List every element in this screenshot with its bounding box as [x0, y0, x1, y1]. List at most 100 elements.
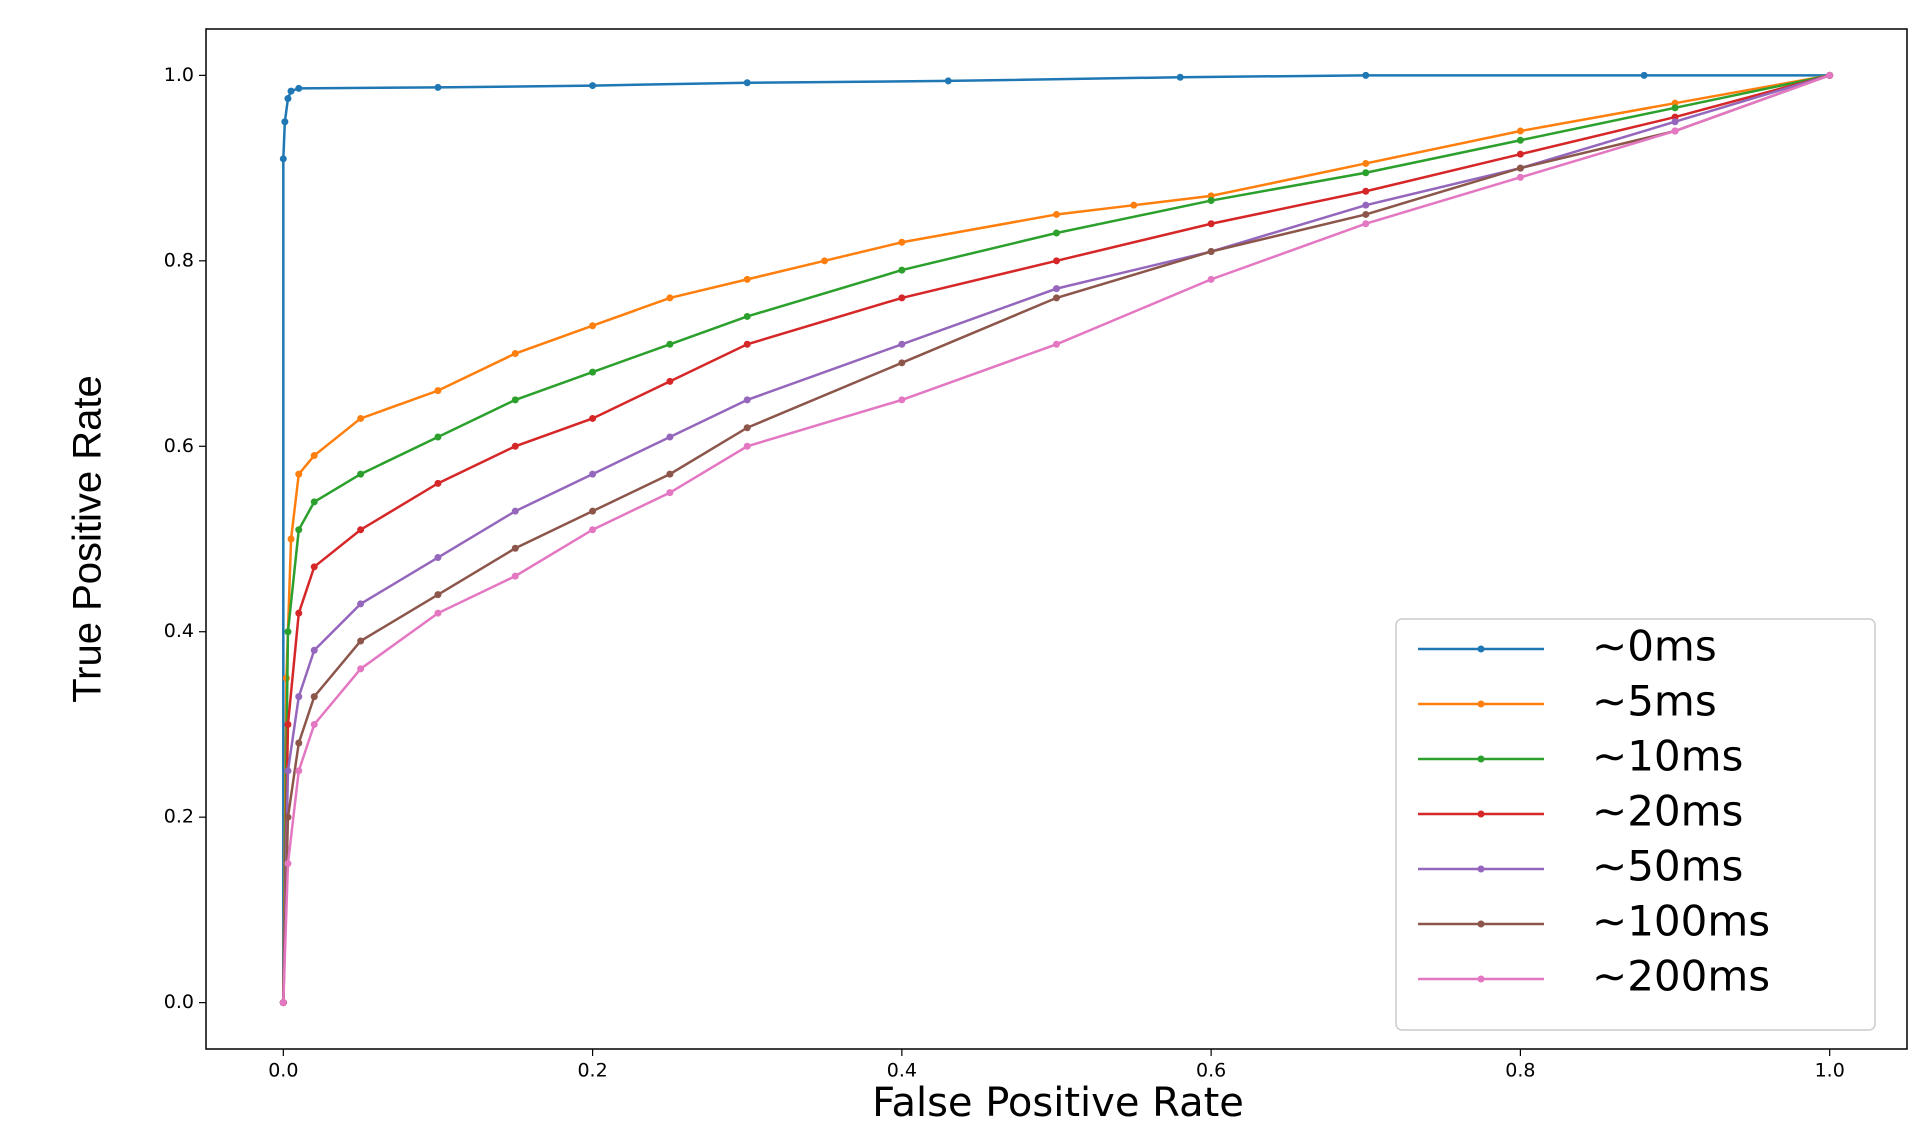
- roc-point: [1207, 197, 1215, 205]
- y-tick-label: 0.2: [164, 806, 194, 828]
- roc-point: [743, 312, 751, 320]
- roc-point: [295, 609, 303, 617]
- x-tick-label: 0.8: [1505, 1060, 1535, 1082]
- roc-line: [282, 74, 1830, 1003]
- roc-point: [434, 591, 442, 599]
- x-tick-label: 1.0: [1815, 1060, 1845, 1082]
- legend-marker: [1477, 975, 1485, 983]
- roc-point: [295, 767, 303, 775]
- legend-marker: [1477, 645, 1485, 653]
- legend-label: ∼5ms: [1592, 677, 1717, 726]
- roc-point: [511, 442, 519, 450]
- roc-point: [898, 340, 906, 348]
- roc-point: [666, 433, 674, 441]
- roc-point: [357, 600, 365, 608]
- roc-point: [1362, 159, 1370, 167]
- roc-point: [589, 470, 597, 478]
- roc-point: [1207, 220, 1215, 228]
- roc-point: [279, 999, 287, 1007]
- roc-point: [898, 294, 906, 302]
- roc-point: [357, 526, 365, 534]
- legend-label: ∼0ms: [1592, 622, 1717, 671]
- legend-label: ∼20ms: [1592, 787, 1743, 836]
- roc-point: [1516, 136, 1524, 144]
- roc-point: [284, 95, 292, 103]
- roc-point: [1053, 210, 1060, 218]
- roc-point: [511, 544, 519, 552]
- roc-point: [1362, 210, 1370, 218]
- y-tick-label: 0.6: [164, 435, 194, 457]
- roc-point: [1207, 275, 1215, 283]
- roc-point: [357, 665, 365, 673]
- roc-point: [511, 507, 519, 515]
- roc-point: [898, 238, 906, 246]
- roc-point: [898, 396, 906, 404]
- legend-marker: [1477, 865, 1485, 873]
- roc-point: [1176, 73, 1184, 81]
- roc-point: [743, 442, 751, 450]
- roc-line: [282, 74, 1830, 1003]
- roc-point: [589, 368, 597, 376]
- y-tick-label: 0.4: [164, 620, 194, 642]
- roc-point: [284, 813, 292, 821]
- roc-point: [310, 720, 318, 728]
- roc-point: [1130, 201, 1138, 209]
- roc-point: [1207, 248, 1215, 256]
- roc-point: [944, 77, 952, 85]
- roc-point: [310, 693, 318, 701]
- legend-label: ∼50ms: [1592, 842, 1743, 891]
- y-tick-label: 1.0: [164, 64, 194, 86]
- roc-point: [821, 257, 829, 265]
- roc-point: [1671, 104, 1679, 112]
- x-axis-label: False Positive Rate: [872, 1080, 1244, 1126]
- roc-point: [287, 87, 295, 95]
- x-tick-label: 0.4: [887, 1060, 917, 1082]
- roc-point: [511, 350, 519, 358]
- roc-point: [284, 628, 292, 636]
- legend-marker: [1477, 920, 1485, 928]
- roc-point: [1516, 164, 1524, 172]
- roc-point: [295, 84, 303, 92]
- roc-point: [666, 470, 674, 478]
- roc-point: [589, 507, 597, 515]
- roc-point: [1516, 173, 1524, 181]
- roc-point: [310, 646, 318, 654]
- roc-point: [357, 414, 365, 422]
- plot-frame: [205, 28, 1908, 1050]
- roc-point: [357, 470, 365, 478]
- roc-point: [434, 554, 442, 562]
- roc-point: [589, 322, 597, 330]
- roc-point: [1053, 257, 1060, 265]
- roc-point: [1053, 285, 1060, 293]
- x-tick-label: 0.0: [268, 1060, 298, 1082]
- roc-point: [589, 414, 597, 422]
- roc-point: [434, 387, 442, 395]
- legend-label: ∼200ms: [1592, 952, 1770, 1001]
- roc-point: [1053, 229, 1060, 237]
- roc-point: [589, 526, 597, 534]
- x-tick-label: 0.2: [577, 1060, 607, 1082]
- roc-point: [310, 452, 318, 460]
- roc-point: [287, 535, 295, 543]
- roc-point: [743, 424, 751, 432]
- roc-point: [1362, 187, 1370, 195]
- legend-marker: [1477, 700, 1485, 708]
- roc-point: [511, 396, 519, 404]
- roc-point: [1516, 150, 1524, 158]
- roc-point: [284, 767, 292, 775]
- roc-point: [666, 340, 674, 348]
- roc-point: [743, 79, 751, 87]
- y-tick-label: 0.8: [164, 249, 194, 271]
- roc-point: [284, 860, 292, 868]
- roc-point: [1671, 118, 1679, 126]
- roc-point: [357, 637, 365, 645]
- roc-point: [434, 433, 442, 441]
- roc-point: [743, 340, 751, 348]
- roc-point: [295, 739, 303, 747]
- roc-point: [295, 693, 303, 701]
- roc-point: [434, 479, 442, 487]
- roc-point: [666, 489, 674, 497]
- roc-point: [310, 498, 318, 506]
- roc-point: [279, 155, 287, 163]
